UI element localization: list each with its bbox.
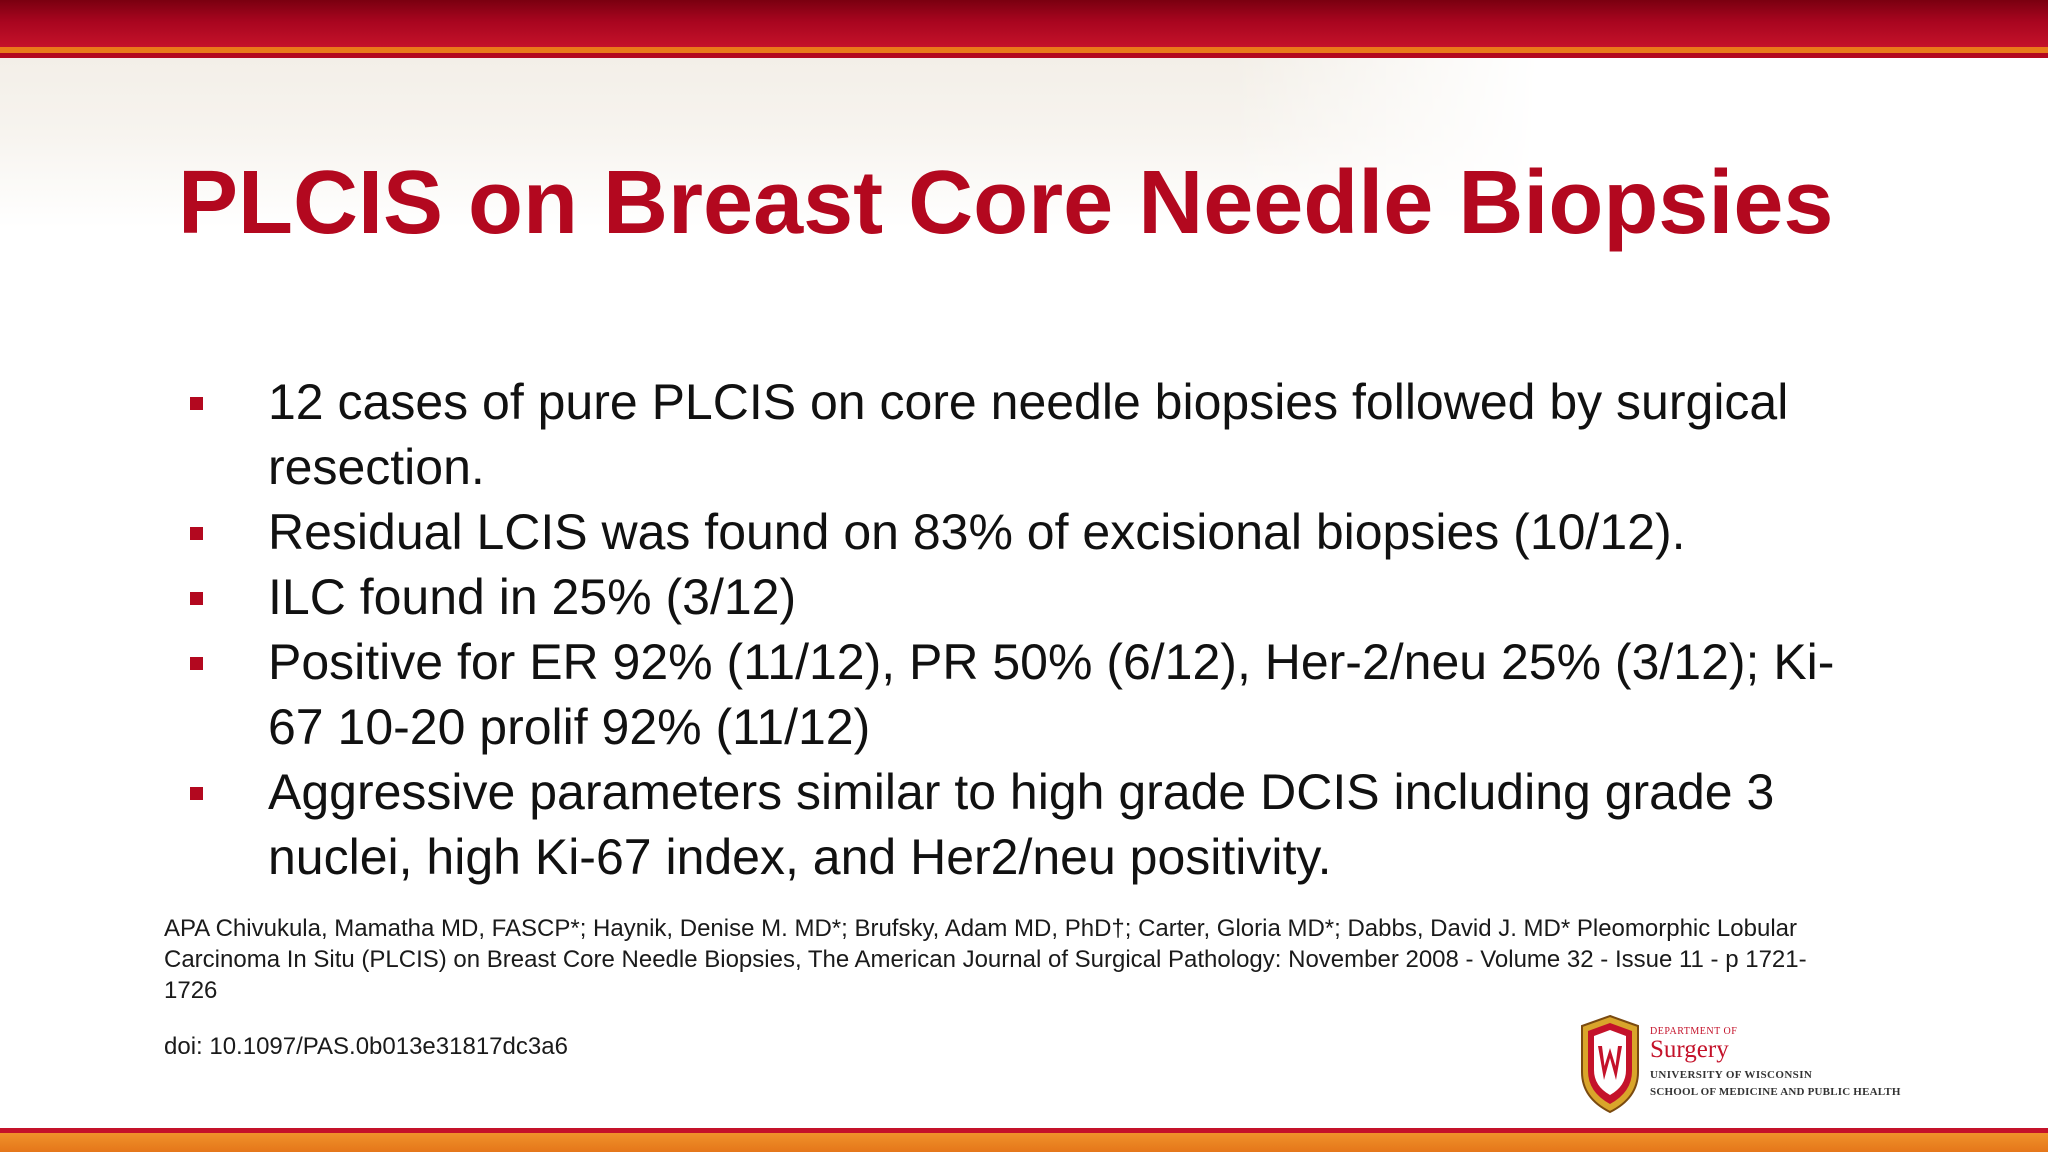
top-header-band [0, 0, 2048, 47]
bottom-footer-band [0, 1133, 2048, 1152]
logo-school-name: School of Medicine and Public Health [1650, 1086, 1901, 1098]
citation-text: APA Chivukula, Mamatha MD, FASCP*; Hayni… [164, 915, 1807, 1004]
bullet-text: ILC found in 25% (3/12) [268, 569, 797, 625]
bullet-item: 12 cases of pure PLCIS on core needle bi… [190, 370, 1890, 500]
bullet-text: Residual LCIS was found on 83% of excisi… [268, 504, 1686, 560]
top-accent-stripe-red [0, 53, 2048, 58]
bullet-marker-icon [190, 527, 203, 540]
doi-text: doi: 10.1097/PAS.0b013e31817dc3a6 [164, 1033, 568, 1060]
uw-crest-icon [1581, 1014, 1639, 1114]
bullet-item: Residual LCIS was found on 83% of excisi… [190, 500, 1890, 565]
background-texture [0, 58, 1540, 228]
bullet-marker-icon [190, 657, 203, 670]
bullet-marker-icon [190, 787, 203, 800]
bullet-marker-icon [190, 592, 203, 605]
bullet-text: Aggressive parameters similar to high gr… [268, 764, 1775, 885]
logo-department-label: Department of [1650, 1026, 1738, 1037]
bullet-item: Aggressive parameters similar to high gr… [190, 760, 1890, 890]
top-accent-stripe-orange [0, 47, 2048, 53]
bullet-list: 12 cases of pure PLCIS on core needle bi… [190, 370, 1890, 890]
logo-department-name: Surgery [1650, 1036, 1729, 1063]
department-logo: Department of Surgery University of Wisc… [1578, 1014, 1908, 1114]
bullet-item: Positive for ER 92% (11/12), PR 50% (6/1… [190, 630, 1890, 760]
bullet-item: ILC found in 25% (3/12) [190, 565, 1890, 630]
slide-title: PLCIS on Breast Core Needle Biopsies [178, 153, 1834, 253]
bottom-accent-stripe-red [0, 1128, 2048, 1133]
bullet-text: Positive for ER 92% (11/12), PR 50% (6/1… [268, 634, 1835, 755]
logo-university-name: University of Wisconsin [1650, 1069, 1813, 1081]
bullet-marker-icon [190, 397, 203, 410]
bullet-text: 12 cases of pure PLCIS on core needle bi… [268, 374, 1789, 495]
